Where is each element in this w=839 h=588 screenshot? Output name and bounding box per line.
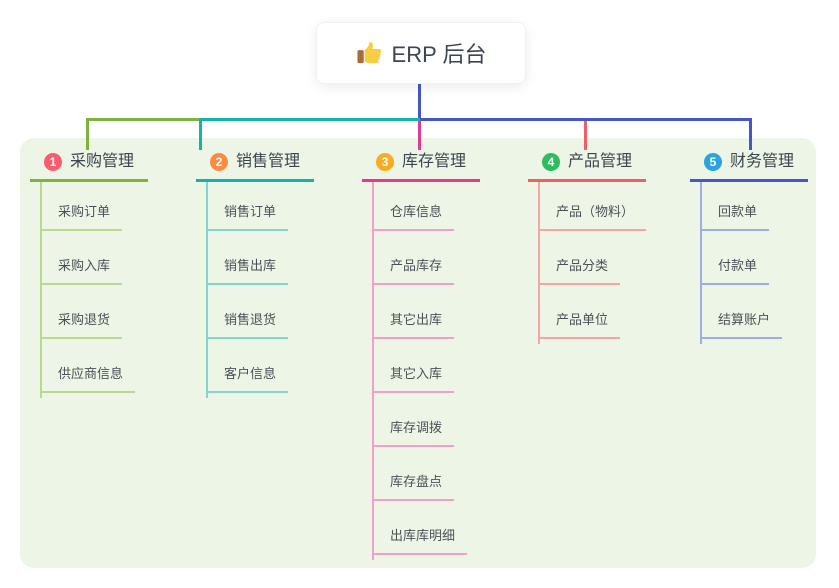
node-purchase-order[interactable]: 采购订单 [40,203,123,231]
branch-header-inventory[interactable]: 3 库存管理 [362,148,481,182]
branch-label: 产品管理 [568,153,633,170]
branch-label: 财务管理 [730,153,795,170]
node-sales-return[interactable]: 销售退货 [206,311,289,339]
branch-inventory: 3 库存管理 仓库信息 产品库存 其它出库 其它入库 库存调拨 库存盘点 出库库… [362,148,481,560]
branch-number-badge: 1 [44,153,62,171]
bus-line-green [86,118,200,121]
branch-child-connector [40,182,42,398]
branch-header-finance[interactable]: 5 财务管理 [690,148,809,182]
node-customer-info[interactable]: 客户信息 [206,365,289,393]
root-connector-line [418,82,421,118]
branch-finance: 5 财务管理 回款单 付款单 结算账户 [690,148,809,344]
branch-number-badge: 2 [210,153,228,171]
node-outbound-detail[interactable]: 出库库明细 [372,527,468,555]
node-stock-transfer[interactable]: 库存调拨 [372,419,455,447]
root-node-label: ERP 后台 [391,42,487,67]
branch-child-connector [700,182,702,344]
root-node[interactable]: ERP 后台 [316,22,526,84]
branch-sales: 2 销售管理 销售订单 销售出库 销售退货 客户信息 [196,148,315,398]
branch-drop-product [584,121,587,150]
branch-header-sales[interactable]: 2 销售管理 [196,148,315,182]
node-receipt-doc[interactable]: 回款单 [700,203,770,231]
node-sales-outbound[interactable]: 销售出库 [206,257,289,285]
branch-drop-inventory [418,121,421,150]
node-payment-doc[interactable]: 付款单 [700,257,770,285]
node-stock-count[interactable]: 库存盘点 [372,473,455,501]
branch-number-badge: 4 [542,153,560,171]
mindmap-canvas-panel [20,138,816,568]
branch-child-connector [206,182,208,398]
node-product-category[interactable]: 产品分类 [538,257,621,285]
branch-label: 采购管理 [70,153,135,170]
branch-drop-purchase [86,118,89,150]
node-product-material[interactable]: 产品（物料） [538,203,647,231]
node-purchase-inbound[interactable]: 采购入库 [40,257,123,285]
node-sales-order[interactable]: 销售订单 [206,203,289,231]
node-other-inbound[interactable]: 其它入库 [372,365,455,393]
branch-header-purchase[interactable]: 1 采购管理 [30,148,149,182]
thumbs-up-icon [356,40,382,66]
branch-child-connector [372,182,374,560]
bus-line-teal [200,118,420,121]
branch-drop-sales [199,118,202,150]
node-purchase-return[interactable]: 采购退货 [40,311,123,339]
branch-child-connector [538,182,540,344]
node-product-unit[interactable]: 产品单位 [538,311,621,339]
branch-header-product[interactable]: 4 产品管理 [528,148,647,182]
node-settlement-account[interactable]: 结算账户 [700,311,783,339]
branch-purchase: 1 采购管理 采购订单 采购入库 采购退货 供应商信息 [30,148,149,398]
node-product-stock[interactable]: 产品库存 [372,257,455,285]
branch-label: 库存管理 [402,153,467,170]
branch-drop-finance [749,118,752,150]
bus-line-blue [420,118,752,121]
branch-label: 销售管理 [236,153,301,170]
branch-number-badge: 5 [704,153,722,171]
branch-product: 4 产品管理 产品（物料） 产品分类 产品单位 [528,148,647,344]
node-warehouse-info[interactable]: 仓库信息 [372,203,455,231]
node-supplier-info[interactable]: 供应商信息 [40,365,136,393]
node-other-outbound[interactable]: 其它出库 [372,311,455,339]
branch-number-badge: 3 [376,153,394,171]
